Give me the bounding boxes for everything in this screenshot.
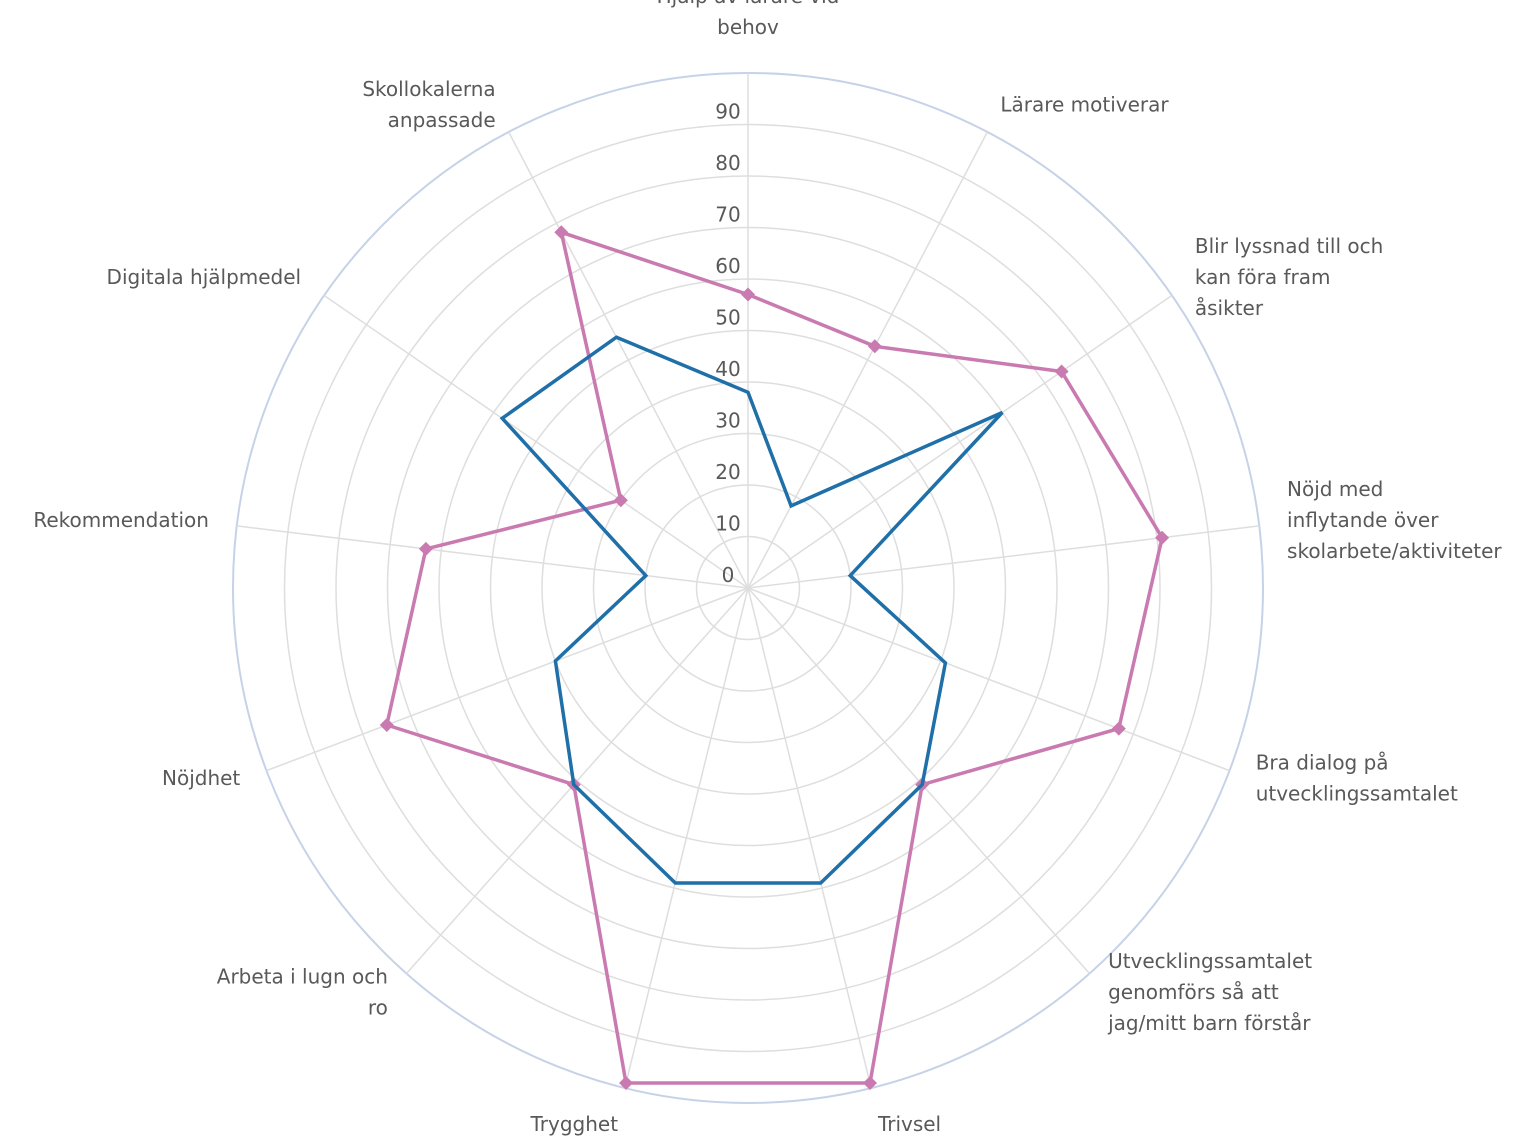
category-label-line: anpassade	[388, 108, 496, 132]
category-label-line: kan föra fram	[1195, 265, 1331, 289]
category-label: Lärare motiverar	[1000, 93, 1169, 117]
category-label-line: Utvecklingssamtalet	[1108, 949, 1312, 973]
category-label-line: Rekommendation	[33, 508, 209, 532]
series-1-point	[554, 225, 568, 239]
grid-spoke	[748, 588, 871, 1088]
tick-label: 50	[715, 306, 740, 330]
grid-spoke	[748, 588, 1090, 973]
tick-label: 20	[715, 460, 740, 484]
series-1-point	[1112, 722, 1126, 736]
series-1-point	[741, 288, 755, 302]
grid-spoke	[748, 132, 987, 588]
category-label-line: skolarbete/aktiviteter	[1287, 539, 1502, 563]
grid-spoke	[406, 588, 748, 973]
category-label: Blir lyssnad till och kan föra fram åsikte…	[1195, 234, 1383, 320]
tick-label: 90	[715, 100, 740, 124]
category-labels: Hjälp av lärare vid behov Lärare motiverar…	[33, 0, 1502, 1136]
tick-label: 70	[715, 203, 740, 227]
series-1-line	[387, 232, 1162, 1083]
category-label: Rekommendation	[33, 508, 209, 532]
category-label-line: inflytande över	[1287, 508, 1439, 532]
tick-label: 30	[715, 409, 740, 433]
category-label-line: Lärare motiverar	[1000, 93, 1169, 117]
category-label-line: Bra dialog på	[1256, 751, 1389, 775]
category-label: Bra dialog på utvecklingssamtalet	[1256, 751, 1458, 806]
category-label-line: Nöjdhet	[162, 766, 240, 790]
category-label: Digitala hjälpmedel	[107, 265, 302, 289]
category-label: Nöjdhet	[162, 766, 240, 790]
tick-label: 10	[715, 512, 740, 536]
category-label: Nöjd med inflytande över skolarbete/aktivi…	[1287, 477, 1502, 563]
category-label: Arbeta i lugn och ro	[217, 964, 388, 1019]
category-label-line: Arbeta i lugn och	[217, 964, 388, 988]
tick-labels: 0 10 20 30 40 50 60 70 80 90	[715, 100, 740, 588]
category-label-line: åsikter	[1195, 296, 1264, 320]
category-label: Hjälp av lärare vid behov	[657, 0, 840, 39]
category-label-line: Trivsel	[877, 1112, 941, 1136]
series-1-point	[380, 718, 394, 732]
category-label: Trygghet	[529, 1112, 618, 1136]
series-1-point	[419, 542, 433, 556]
category-label: Trivsel	[877, 1112, 941, 1136]
tick-label: 0	[722, 563, 735, 587]
category-label-line: utvecklingssamtalet	[1256, 782, 1458, 806]
category-label-line: genomförs så att	[1108, 980, 1279, 1004]
category-label: Utvecklingssamtalet genomförs så att jag/m…	[1107, 949, 1312, 1035]
category-label-line: Hjälp av lärare vid	[657, 0, 840, 8]
category-label-line: Blir lyssnad till och	[1195, 234, 1383, 258]
grid-spoke	[266, 588, 748, 771]
category-label-line: Digitala hjälpmedel	[107, 265, 302, 289]
series-1-point	[868, 339, 882, 353]
category-label-line: behov	[717, 15, 779, 39]
series-layer	[380, 225, 1169, 1090]
grid-spoke	[625, 588, 748, 1088]
category-label: Skollokalerna anpassade	[362, 77, 495, 132]
category-label-line: jag/mitt barn förstår	[1107, 1011, 1311, 1035]
category-label-line: Skollokalerna	[362, 77, 495, 101]
category-label-line: Nöjd med	[1287, 477, 1383, 501]
category-label-line: Trygghet	[529, 1112, 618, 1136]
tick-label: 40	[715, 357, 740, 381]
series-1-point	[614, 493, 628, 507]
category-label-line: ro	[368, 995, 388, 1019]
tick-label: 60	[715, 254, 740, 278]
tick-label: 80	[715, 151, 740, 175]
grid-spoke	[748, 588, 1230, 771]
